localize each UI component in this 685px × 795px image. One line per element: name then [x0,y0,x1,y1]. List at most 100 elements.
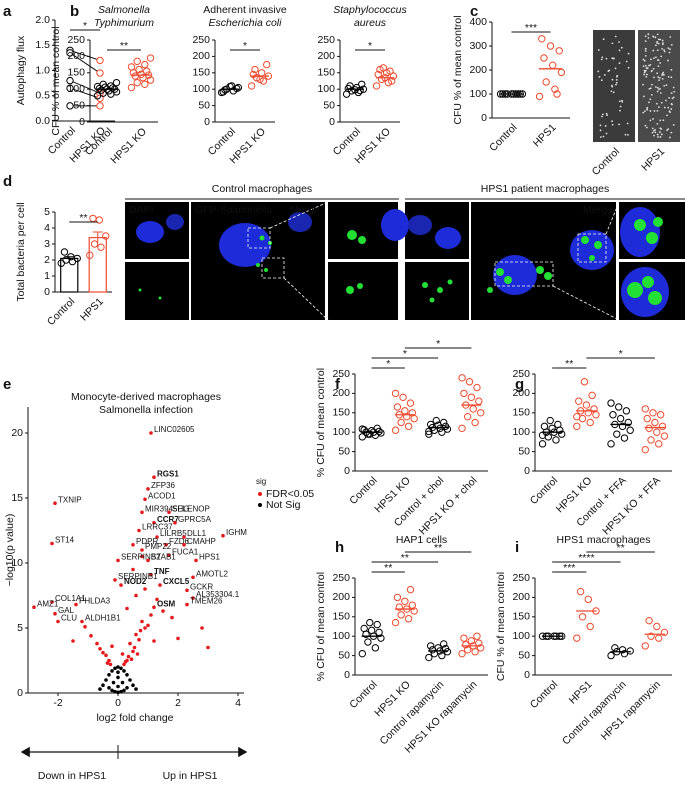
colony [668,51,671,54]
x-tick-label: Control [487,122,519,154]
y-tick-label: 150 [67,67,85,79]
chart-title: Salmonella infection [99,404,193,416]
gene-point [155,535,159,539]
point [116,670,120,674]
x-tick-label: Control [528,679,560,711]
gene-point [149,572,153,577]
dot [467,637,476,645]
colony [611,78,614,81]
dot [660,432,669,440]
dot [576,587,585,596]
dot [551,85,559,93]
gene-label: RGS1 [157,469,179,478]
gene-label: TXNIP [58,495,82,504]
dot [580,378,589,386]
y-tick-label: 100 [469,88,487,100]
gene-point [191,596,195,600]
dot [112,78,121,87]
y-tick-label: 1.0 [35,64,50,76]
point [170,615,174,620]
colony [672,86,675,89]
y-tick-label: 1 [44,270,50,282]
point [126,654,131,659]
gene-label: PDPR [136,537,158,546]
colony [655,102,658,105]
dot [257,69,266,77]
y-tick-label: 200 [512,591,530,603]
gene-label: CMAHP [187,537,216,546]
colony [658,131,661,133]
colony [670,92,673,95]
dot [97,243,105,251]
plate-control [593,30,635,142]
point [128,678,132,682]
colony [660,101,663,104]
dot [467,393,476,401]
point [71,639,75,643]
y-tick-label: 0 [481,112,487,124]
colony [647,33,650,36]
point [140,554,144,559]
gene-point [152,475,156,480]
gene-label: OSM [157,599,176,608]
dot [460,389,468,398]
y-axis-label: Total bacteria per cell [15,202,27,301]
dot [618,646,627,654]
dot [473,632,481,640]
point [149,613,153,617]
dot [364,638,372,646]
dot [624,418,632,427]
colony [662,71,665,74]
dot [645,616,653,625]
dot [641,642,649,650]
gene-point [194,558,198,563]
dot [649,409,657,417]
dot [143,67,151,75]
colony [667,106,670,109]
colony [643,73,646,76]
gene-point [152,520,156,525]
colony [618,123,621,126]
micrograph [405,262,469,320]
point [108,662,113,667]
colony [644,54,647,57]
image-label: Control [590,146,622,178]
chart-title: HAP1 cells [396,534,447,546]
point [83,624,87,629]
y-tick-label: 50 [323,99,335,111]
image-label: HPS1 [639,145,667,173]
dot [360,624,368,633]
gene-point [152,605,156,609]
gene-label: LILRB5 [160,529,187,538]
y-tick-label: 0 [524,465,530,477]
colony [669,136,671,139]
sig-label: **** [578,552,594,564]
colony [621,99,623,102]
y-tick-label: 100 [332,426,350,438]
y-tick-label: 5 [17,622,23,634]
dot [60,248,69,256]
dot [408,601,417,609]
gene-point [56,619,60,624]
y-tick-label: 50 [198,99,210,111]
dot [358,649,367,658]
colony [656,72,658,75]
y-tick-label: 2 [44,254,50,266]
dot [425,653,433,662]
colony [669,48,671,51]
dot [382,69,391,77]
sig-label: * [83,20,87,32]
gene-point [140,548,144,552]
colony [644,110,646,113]
y-tick-label: 150 [317,67,335,79]
y-tick-label: 250 [512,572,530,584]
chart-title: Typhimurium [94,17,154,29]
channel-label: DAPI [129,204,154,216]
gene-point [80,619,84,624]
dot [622,407,631,415]
sig-label: ** [565,358,573,370]
y-tick-label: 0 [329,116,335,128]
dot [249,70,257,79]
dot [555,47,563,55]
colony [651,83,653,86]
